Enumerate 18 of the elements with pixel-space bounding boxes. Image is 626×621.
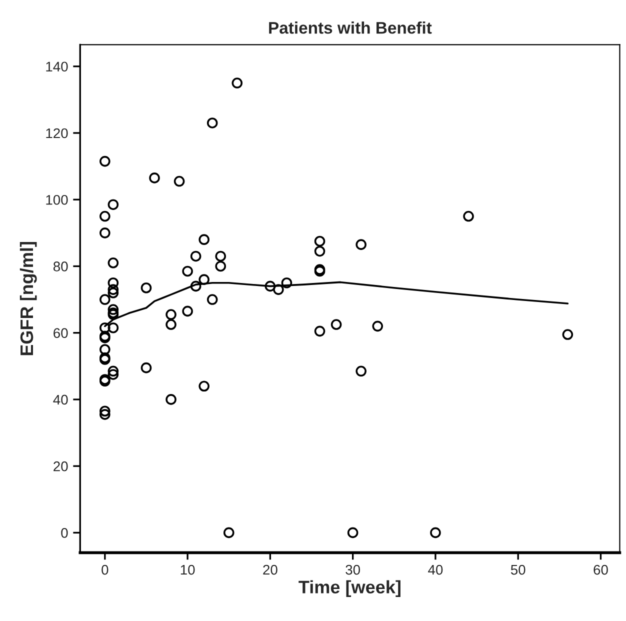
y-tick-label: 0 [61,528,68,538]
y-tick-label: 140 [46,62,68,72]
y-tick-label: 20 [54,461,68,472]
y-tick-label: 120 [46,128,68,138]
y-tick-label: 40 [53,394,68,405]
x-tick-label: 10 [180,564,195,575]
x-tick-label: 60 [594,564,608,575]
y-tick-label: 100 [46,194,68,205]
y-tick-label: 80 [53,262,68,272]
x-tick-label: 0 [102,564,108,575]
y-tick-label: 60 [54,328,68,338]
x-tick-label: 30 [346,564,360,575]
chart-title: Patients with Benefit [269,22,432,34]
x-tick-label: 50 [510,564,526,575]
x-tick-label: 40 [428,564,443,575]
x-tick-label: 20 [263,564,278,575]
y-axis-title: EGFR [ng/ml] [20,242,37,356]
x-axis-title: Time [week] [298,580,400,598]
